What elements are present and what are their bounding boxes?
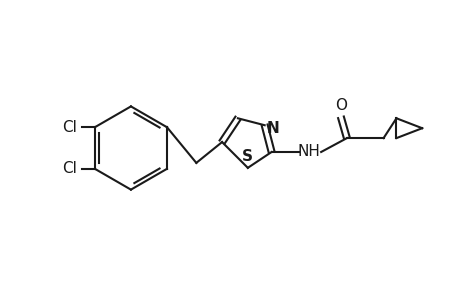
Text: NH: NH — [297, 145, 320, 160]
Text: N: N — [266, 121, 278, 136]
Text: Cl: Cl — [62, 161, 76, 176]
Text: Cl: Cl — [62, 120, 76, 135]
Text: S: S — [242, 149, 253, 164]
Text: O: O — [334, 98, 346, 113]
